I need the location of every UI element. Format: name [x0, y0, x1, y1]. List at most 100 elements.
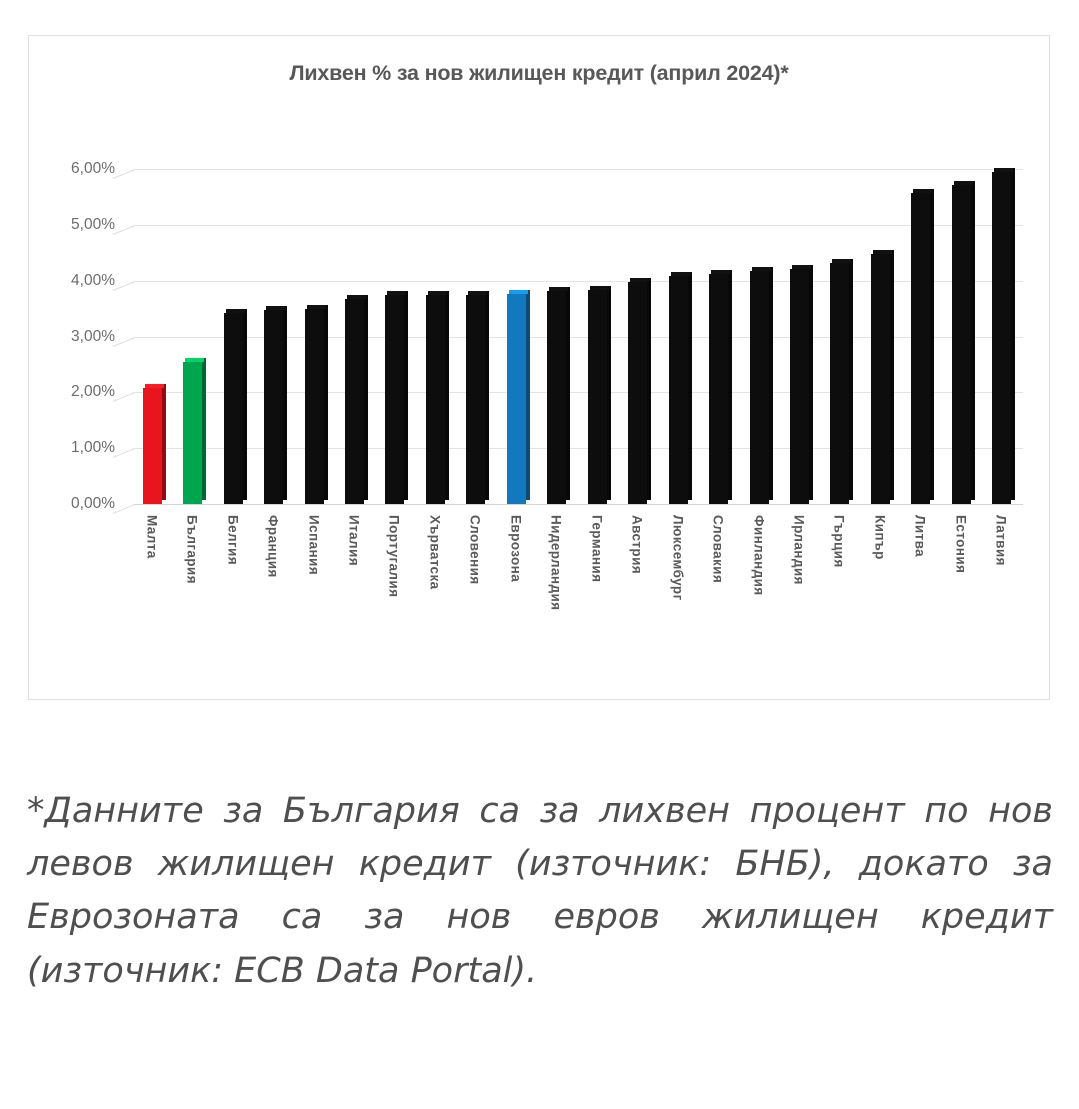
bar-column[interactable]: Нидерландия: [547, 287, 571, 610]
bar[interactable]: [466, 291, 490, 504]
gridline: [133, 169, 1023, 170]
bar-front-face: [587, 289, 607, 504]
bar[interactable]: [183, 357, 207, 504]
bar[interactable]: [142, 384, 166, 504]
bar-column[interactable]: Ирландия: [790, 264, 813, 585]
bar[interactable]: [870, 249, 894, 504]
bar-column[interactable]: Люксембург: [668, 272, 692, 601]
bar-front-face: [385, 294, 405, 504]
bar-column[interactable]: Словения: [466, 291, 490, 585]
x-axis-tick-label: Естония: [953, 515, 969, 574]
bar-front-face: [425, 295, 445, 504]
bar[interactable]: [385, 290, 409, 504]
axis-depth-stub: [112, 336, 136, 347]
bar-column[interactable]: Италия: [345, 295, 368, 566]
x-axis-tick-label: Португалия: [386, 515, 402, 598]
bar-side-face: [566, 287, 571, 500]
x-axis-tick-label: Гърция: [831, 515, 847, 568]
bar[interactable]: [749, 267, 773, 504]
bar-column[interactable]: Кипър: [870, 249, 894, 560]
bar-top-face: [994, 167, 1014, 172]
bar-side-face: [323, 304, 328, 500]
bar[interactable]: [587, 285, 611, 504]
bar-top-face: [913, 189, 933, 194]
bar[interactable]: [264, 305, 288, 504]
bar-column[interactable]: Австрия: [628, 278, 652, 574]
bar[interactable]: [223, 309, 247, 504]
bar-top-face: [185, 357, 205, 362]
bar-top-face: [589, 285, 609, 290]
bar-column[interactable]: Малта: [142, 384, 166, 559]
bar-column[interactable]: Белгия: [223, 309, 247, 565]
bar-top-face: [711, 269, 731, 274]
bar-front-face: [790, 268, 809, 504]
bar[interactable]: [547, 287, 571, 504]
x-axis-tick-label: Кипър: [872, 515, 888, 560]
gridline: [133, 392, 1023, 394]
bar-top-face: [387, 290, 407, 295]
bar-column[interactable]: Гърция: [830, 259, 854, 568]
x-axis-tick-label: Латвия: [993, 515, 1009, 566]
x-axis-tick-label: Италия: [346, 515, 362, 566]
bar-top-face: [508, 289, 528, 294]
bar-front-face: [345, 299, 364, 504]
bar-front-face: [223, 313, 243, 504]
bar-column[interactable]: Испания: [304, 304, 328, 575]
bar-top-face: [427, 291, 447, 296]
bar-top-face: [468, 291, 488, 296]
x-axis-tick-label: Франция: [265, 515, 281, 578]
bar-front-face: [264, 309, 284, 504]
bar-side-face: [242, 309, 247, 500]
y-axis-tick-label: 2,00%: [71, 383, 115, 401]
chart-card: Лихвен % за нов жилищен кредит (април 20…: [28, 35, 1050, 700]
bar[interactable]: [628, 278, 652, 504]
bar[interactable]: [951, 180, 975, 504]
bar-front-face: [628, 282, 648, 504]
bar-column[interactable]: Литва: [911, 189, 935, 557]
x-axis-tick-label: Литва: [912, 515, 928, 558]
bar-side-face: [647, 278, 652, 500]
bar-column[interactable]: Германия: [587, 285, 611, 582]
bar-column[interactable]: Хърватска: [425, 291, 449, 590]
bar-top-face: [792, 264, 811, 269]
bar-column[interactable]: Латвия: [992, 167, 1016, 566]
axis-depth-stub: [112, 392, 136, 403]
bar-column[interactable]: Словакия: [709, 269, 733, 583]
chart-footnote-text: *Данните за България са за лихвен процен…: [27, 791, 1053, 991]
bar-column[interactable]: Естония: [951, 180, 975, 573]
bar-column[interactable]: България: [183, 357, 207, 584]
x-axis-tick-label: Испания: [306, 515, 322, 576]
bar[interactable]: [790, 264, 813, 504]
bar-column[interactable]: Еврозона: [506, 289, 530, 582]
axis-depth-stub: [112, 504, 136, 514]
bar-column[interactable]: Финландия: [749, 267, 773, 596]
bar[interactable]: [911, 189, 935, 504]
bar[interactable]: [709, 269, 733, 504]
gridline: [133, 448, 1023, 450]
bar-front-face: [183, 361, 203, 504]
bar-column[interactable]: Франция: [264, 305, 288, 578]
bar-side-face: [525, 289, 530, 500]
chart-footnote: *Данните за България са за лихвен процен…: [27, 785, 1053, 998]
bar-front-face: [951, 184, 971, 504]
bar[interactable]: [992, 167, 1016, 504]
bar[interactable]: [668, 272, 692, 504]
x-axis-tick-label: Германия: [589, 515, 605, 583]
bar-column[interactable]: Португалия: [385, 290, 409, 597]
bar[interactable]: [830, 259, 854, 504]
bar-top-face: [670, 272, 690, 277]
bar-side-face: [485, 291, 490, 500]
bar-side-face: [404, 290, 409, 500]
bar-top-face: [630, 278, 650, 283]
bar-front-face: [992, 171, 1012, 504]
bar-side-face: [970, 180, 975, 500]
bar[interactable]: [506, 289, 530, 504]
y-axis-tick-label: 3,00%: [71, 327, 115, 345]
bar[interactable]: [345, 295, 368, 504]
bar-top-face: [832, 259, 852, 264]
bar[interactable]: [304, 304, 328, 504]
bar[interactable]: [425, 291, 449, 504]
x-axis-tick-label: Ирландия: [791, 515, 807, 585]
bar-side-face: [687, 272, 692, 500]
bar-top-face: [306, 304, 326, 309]
